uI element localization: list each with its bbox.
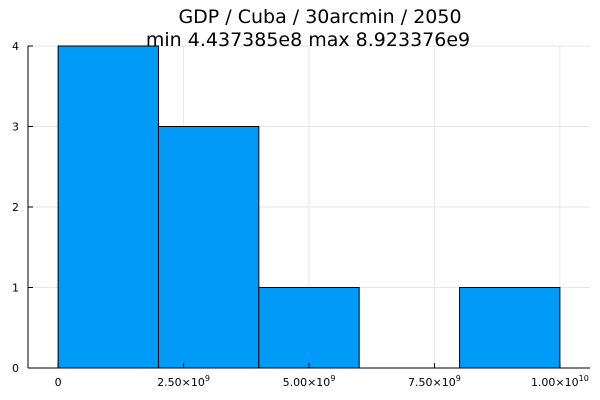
chart-title-line1: GDP / Cuba / 30arcmin / 2050	[178, 6, 461, 28]
chart-title-line2: min 4.437385e8 max 8.923376e9	[146, 29, 470, 51]
histogram-bar-4	[459, 287, 561, 369]
x-tick-label-0: 0	[55, 376, 62, 389]
histogram-bar-2	[258, 287, 360, 369]
ticks-layer: 0 1 2 3 4 0 2.50×109 5.00×109 7.50×109 1.00×1010	[12, 40, 589, 389]
histogram-bar-0	[57, 45, 159, 369]
y-tick-label-0: 0	[12, 362, 19, 375]
y-tick-label-2: 2	[12, 201, 19, 214]
histogram-bar-1	[157, 126, 260, 369]
y-tick-label-1: 1	[12, 282, 19, 295]
x-tick-label-4: 1.00×1010	[531, 374, 589, 389]
y-tick-label-4: 4	[12, 40, 19, 53]
x-tick-label-3: 7.50×109	[408, 374, 461, 389]
x-tick-label-2: 5.00×109	[283, 374, 336, 389]
x-tick-label-1: 2.50×109	[157, 374, 210, 389]
y-tick-label-3: 3	[12, 121, 19, 134]
